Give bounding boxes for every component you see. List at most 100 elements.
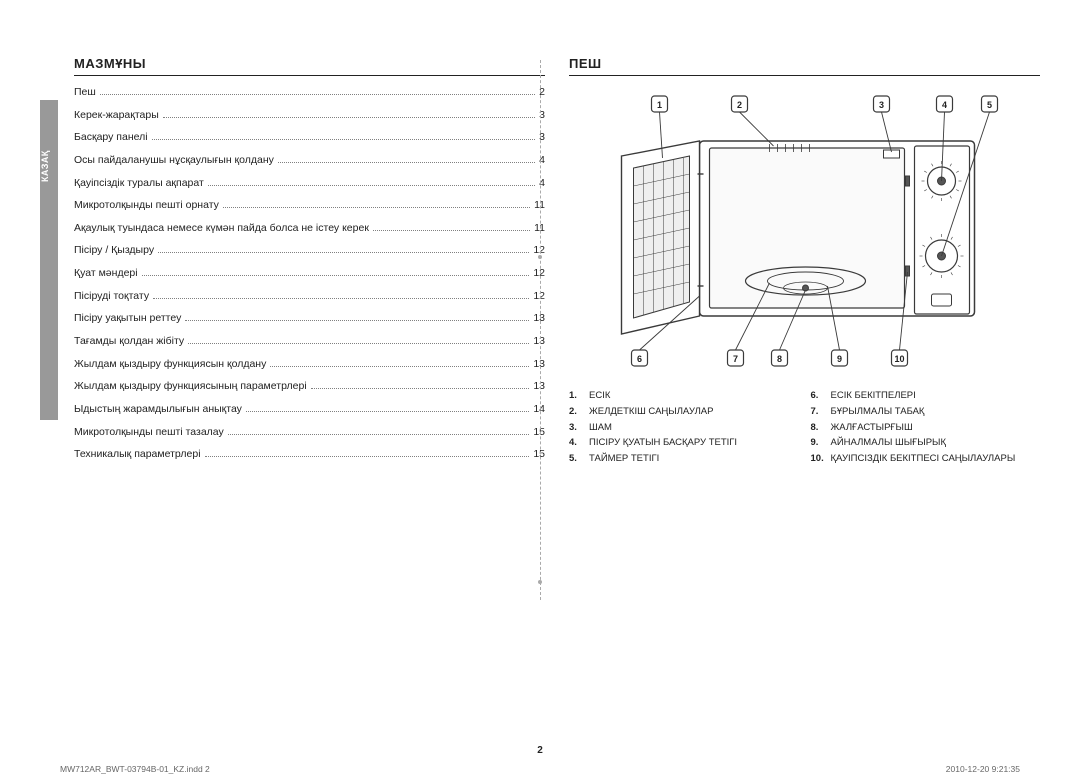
svg-text:5: 5	[987, 100, 992, 110]
side-tab-label: КАЗАҚ	[40, 150, 50, 182]
toc-title: Пеш	[74, 86, 96, 100]
toc-row: Пеш2	[74, 86, 545, 100]
toc-row: Ақаулық туындаса немесе күмән пайда болс…	[74, 222, 545, 236]
toc-heading: МАЗМҰНЫ	[74, 56, 545, 76]
legend-text: ЖЕЛДЕТКІШ САҢЫЛАУЛАР	[589, 406, 799, 419]
legend-row: 2. ЖЕЛДЕТКІШ САҢЫЛАУЛАР	[569, 406, 799, 419]
legend-text: ҚАУІПСІЗДІК БЕКІТПЕСІ САҢЫЛАУЛАРЫ	[831, 453, 1041, 466]
toc-row: Басқару панелі3	[74, 131, 545, 145]
column-divider	[540, 60, 541, 600]
footer-timestamp: 2010-12-20 9:21:35	[946, 764, 1020, 774]
toc-row: Қауіпсіздік туралы ақпарат4	[74, 177, 545, 191]
toc-title: Пісіру / Қыздыру	[74, 244, 154, 258]
toc-dots	[278, 162, 535, 163]
page-number: 2	[537, 745, 543, 756]
toc-row: Осы пайдаланушы нұсқаулығын қолдану4	[74, 154, 545, 168]
toc-dots	[270, 366, 529, 367]
legend-row: 7. БҰРЫЛМАЛЫ ТАБАҚ	[811, 406, 1041, 419]
legend-row: 10. ҚАУІПСІЗДІК БЕКІТПЕСІ САҢЫЛАУЛАРЫ	[811, 453, 1041, 466]
svg-text:8: 8	[777, 354, 782, 364]
toc-dots	[223, 207, 530, 208]
legend-number: 7.	[811, 406, 825, 419]
footer-filename: MW712AR_BWT-03794B-01_KZ.indd 2	[60, 764, 210, 774]
toc-title: Осы пайдаланушы нұсқаулығын қолдану	[74, 154, 274, 168]
legend-number: 1.	[569, 390, 583, 403]
legend-number: 10.	[811, 453, 825, 466]
toc-dots	[152, 139, 536, 140]
toc-row: Микротолқынды пешті орнату11	[74, 199, 545, 213]
toc-dots	[185, 320, 529, 321]
toc-title: Пісіруді тоқтату	[74, 290, 149, 304]
svg-text:10: 10	[894, 354, 904, 364]
toc-row: Техникалық параметрлері15	[74, 448, 545, 462]
legend-number: 4.	[569, 437, 583, 450]
toc-title: Техникалық параметрлері	[74, 448, 201, 462]
toc-dots	[311, 388, 530, 389]
toc-title: Қуат мәндері	[74, 267, 138, 281]
svg-text:7: 7	[733, 354, 738, 364]
toc-title: Қауіпсіздік туралы ақпарат	[74, 177, 204, 191]
legend-row: 1. ЕСІК	[569, 390, 799, 403]
toc-title: Пісіру уақытын реттеу	[74, 312, 181, 326]
legend-number: 3.	[569, 422, 583, 435]
toc-title: Керек-жарақтары	[74, 109, 159, 123]
legend-text: ТАЙМЕР ТЕТІГІ	[589, 453, 799, 466]
svg-text:9: 9	[837, 354, 842, 364]
toc-dots	[208, 185, 535, 186]
toc-title: Микротолқынды пешті тазалау	[74, 426, 224, 440]
toc-list: Пеш2 Керек-жарақтары3 Басқару панелі3 Осы п…	[74, 86, 545, 462]
toc-dots	[373, 230, 530, 231]
legend-number: 8.	[811, 422, 825, 435]
legend-text: АЙНАЛМАЛЫ ШЫҒЫРЫҚ	[831, 437, 1041, 450]
right-heading: ПЕШ	[569, 56, 1040, 76]
toc-title: Жылдам қыздыру функциясының параметрлері	[74, 380, 307, 394]
legend-text: ЕСІК	[589, 390, 799, 403]
legend-row: 6. ЕСІК БЕКІТПЕЛЕРІ	[811, 390, 1041, 403]
legend-text: ПІСІРУ ҚУАТЫН БАСҚАРУ ТЕТІГІ	[589, 437, 799, 450]
toc-title: Жылдам қыздыру функциясын қолдану	[74, 358, 266, 372]
legend-row: 4. ПІСІРУ ҚУАТЫН БАСҚАРУ ТЕТІГІ	[569, 437, 799, 450]
legend-number: 2.	[569, 406, 583, 419]
toc-dots	[153, 298, 529, 299]
toc-dots	[100, 94, 535, 95]
toc-dots	[188, 343, 529, 344]
toc-dots	[163, 117, 535, 118]
divider-dot	[538, 255, 542, 259]
toc-row: Пісіру / Қыздыру12	[74, 244, 545, 258]
toc-dots	[228, 434, 530, 435]
side-tab	[40, 100, 58, 420]
toc-row: Микротолқынды пешті тазалау15	[74, 426, 545, 440]
legend-text: ЕСІК БЕКІТПЕЛЕРІ	[831, 390, 1041, 403]
toc-row: Жылдам қыздыру функциясының параметрлері…	[74, 380, 545, 394]
svg-text:2: 2	[737, 100, 742, 110]
legend-number: 5.	[569, 453, 583, 466]
legend-number: 9.	[811, 437, 825, 450]
toc-dots	[205, 456, 530, 457]
toc-dots	[158, 252, 529, 253]
oven-diagram: 1 2 3 4 5 6 7 8 9 10	[569, 86, 1040, 386]
toc-row: Ыдыстың жарамдылығын анықтау14	[74, 403, 545, 417]
toc-dots	[246, 411, 529, 412]
toc-row: Жылдам қыздыру функциясын қолдану13	[74, 358, 545, 372]
toc-dots	[142, 275, 530, 276]
svg-text:1: 1	[657, 100, 662, 110]
toc-row: Керек-жарақтары3	[74, 109, 545, 123]
legend-row: 8.ЖАЛҒАСТЫРҒЫШ	[811, 422, 1041, 435]
toc-title: Микротолқынды пешті орнату	[74, 199, 219, 213]
svg-text:6: 6	[637, 354, 642, 364]
toc-title: Ақаулық туындаса немесе күмән пайда болс…	[74, 222, 369, 236]
toc-title: Басқару панелі	[74, 131, 148, 145]
toc-row: Қуат мәндері12	[74, 267, 545, 281]
svg-text:4: 4	[942, 100, 947, 110]
legend-row: 5. ТАЙМЕР ТЕТІГІ	[569, 453, 799, 466]
toc-row: Пісіруді тоқтату12	[74, 290, 545, 304]
legend-row: 9. АЙНАЛМАЛЫ ШЫҒЫРЫҚ	[811, 437, 1041, 450]
legend-number: 6.	[811, 390, 825, 403]
legend-text: БҰРЫЛМАЛЫ ТАБАҚ	[831, 406, 1041, 419]
toc-title: Тағамды қолдан жібіту	[74, 335, 184, 349]
legend-text: ШАМ	[589, 422, 799, 435]
divider-dot	[538, 580, 542, 584]
parts-legend: 1. ЕСІК 2. ЖЕЛДЕТКІШ САҢЫЛАУЛАР 3. ШАМ 4. ПІСІР…	[569, 390, 1040, 469]
toc-title: Ыдыстың жарамдылығын анықтау	[74, 403, 242, 417]
svg-text:3: 3	[879, 100, 884, 110]
